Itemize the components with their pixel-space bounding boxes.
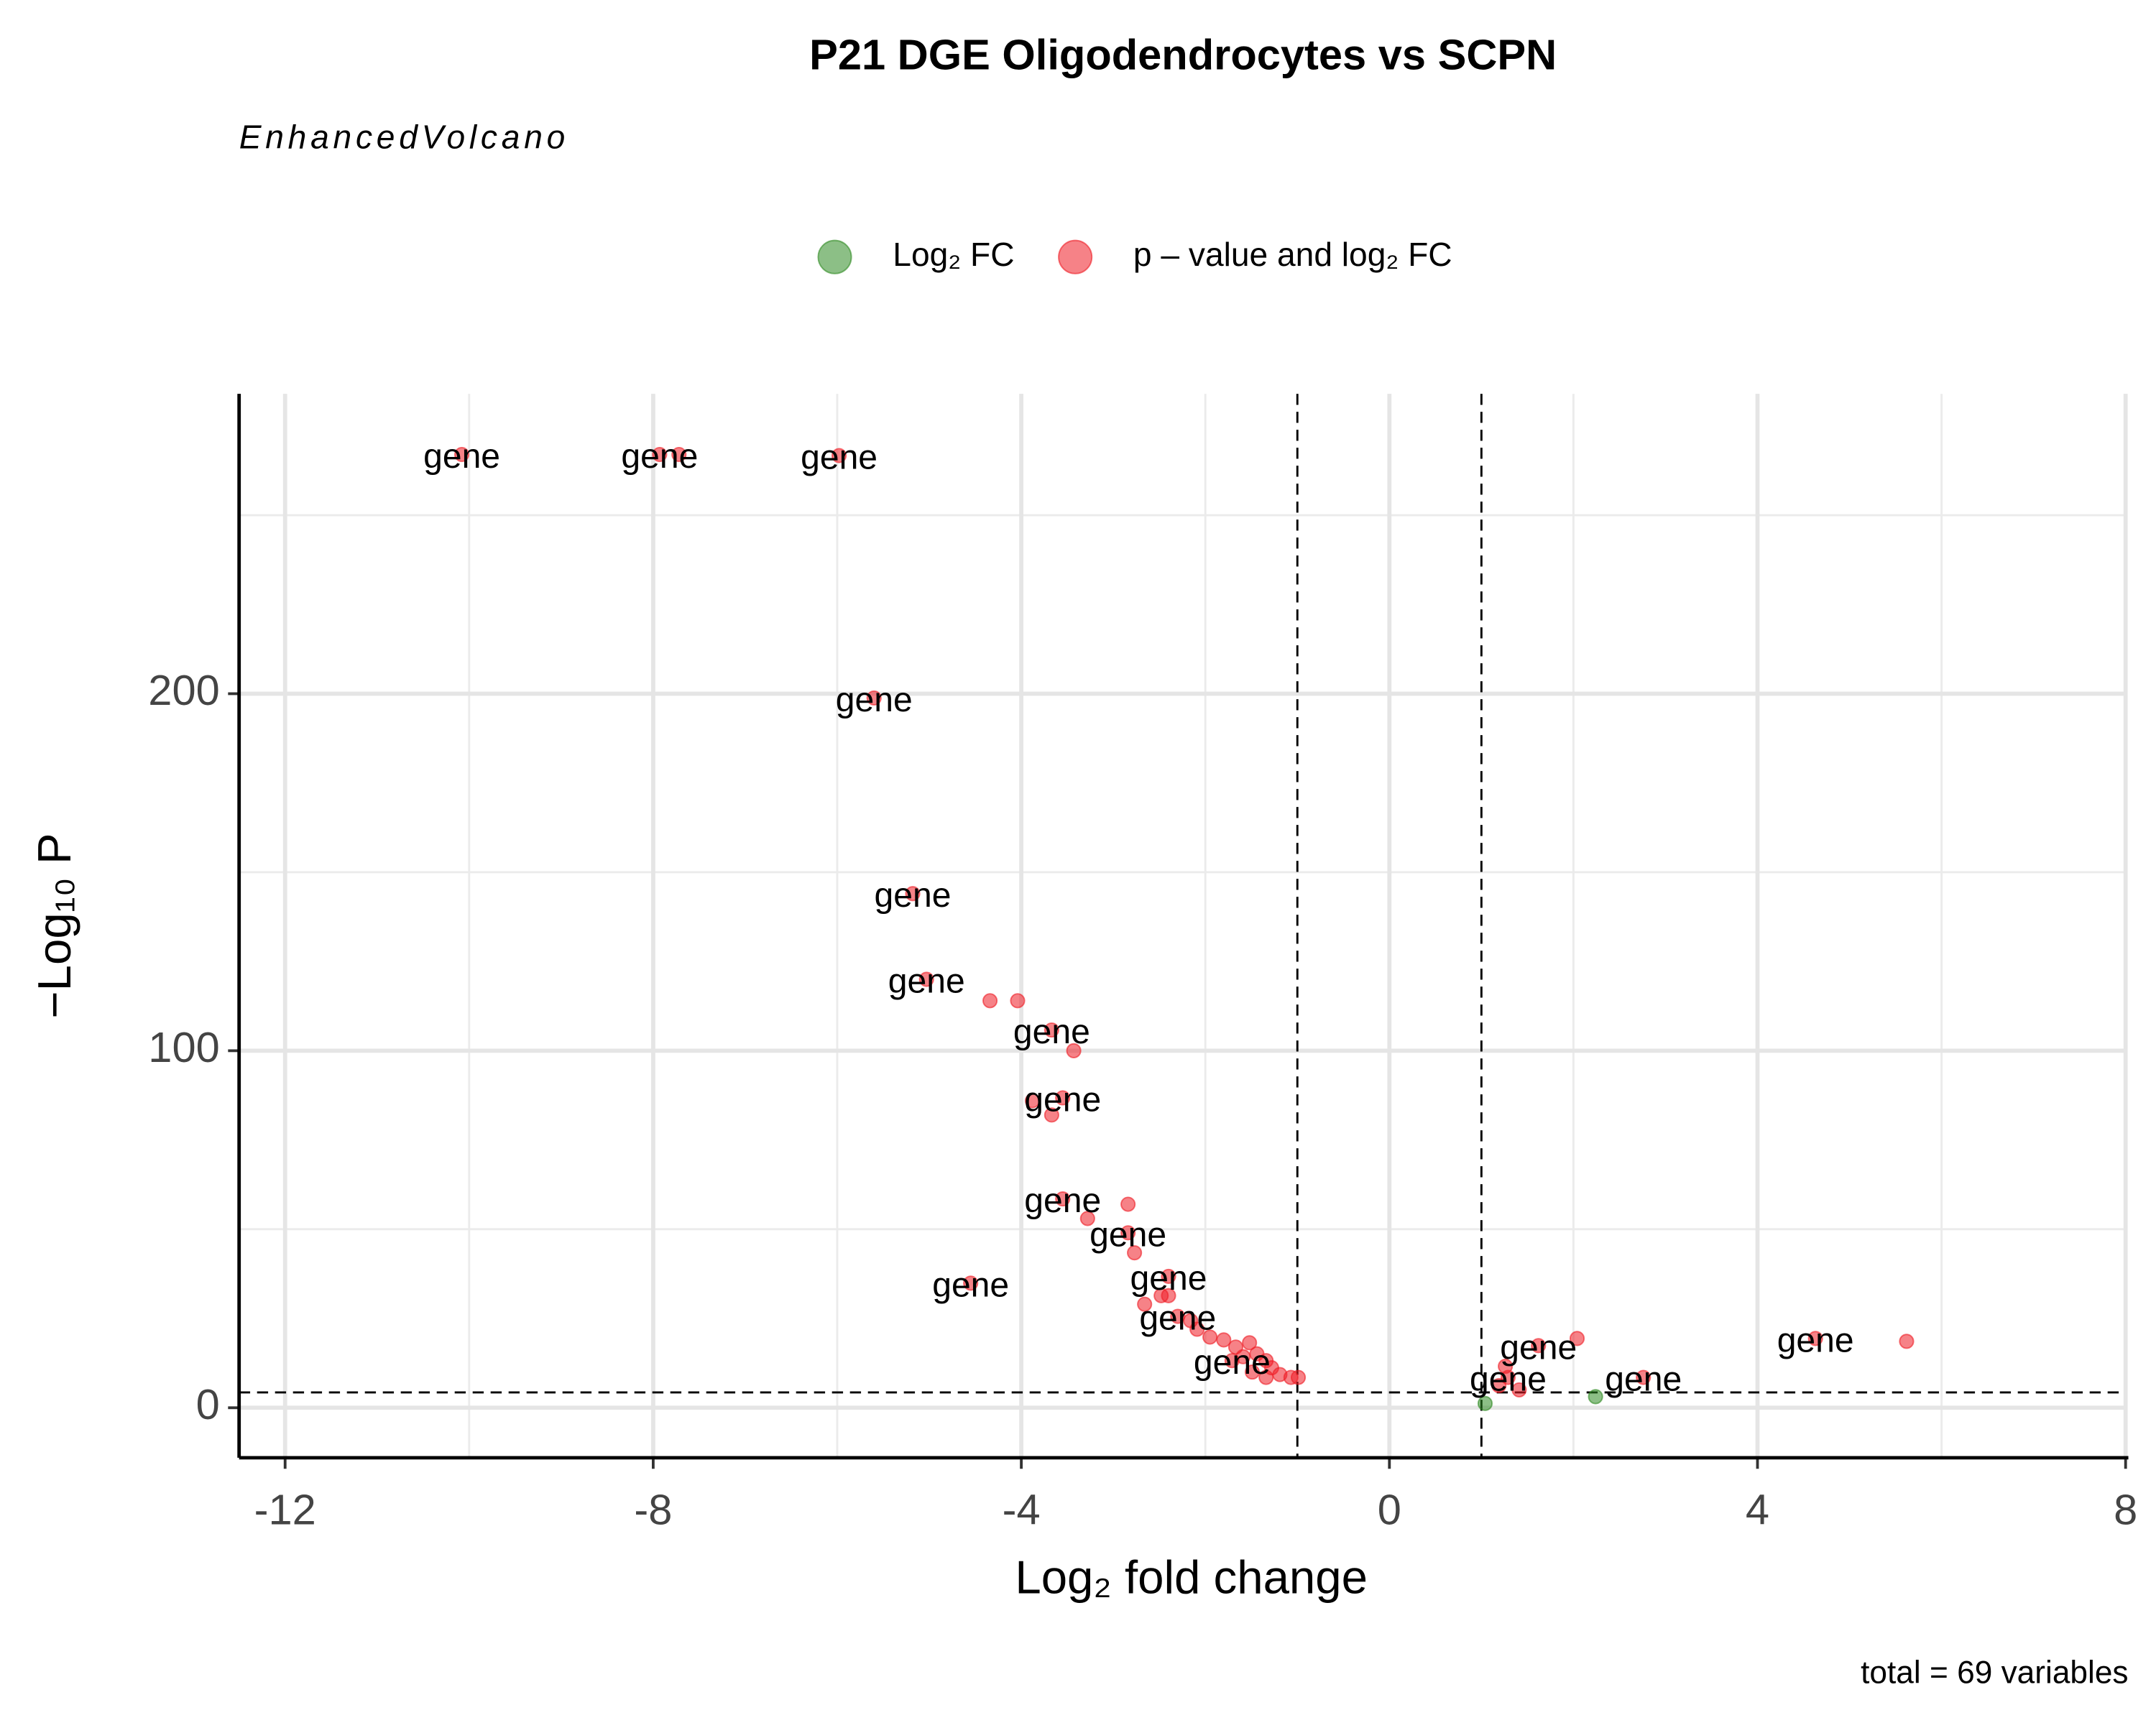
point [1189, 1321, 1205, 1337]
x-tick-label: 4 [1746, 1486, 1769, 1534]
point-label: gene [1024, 1181, 1101, 1220]
point [963, 1275, 979, 1291]
point-label: gene [1013, 1012, 1090, 1051]
point-label: gene [1089, 1215, 1166, 1254]
point-label: gene [932, 1265, 1009, 1304]
point [866, 690, 882, 706]
point-label: gene [801, 438, 877, 477]
point [1079, 1211, 1095, 1226]
point [1242, 1335, 1258, 1351]
point-label: gene [1777, 1321, 1854, 1359]
point-label: gene [1194, 1343, 1271, 1382]
point [1120, 1225, 1136, 1241]
point [671, 446, 687, 463]
point [1055, 1191, 1071, 1207]
legend-label: p – value and log₂ FC [1133, 236, 1452, 273]
legend-swatch [1058, 239, 1093, 274]
point [831, 448, 847, 463]
point [1531, 1338, 1547, 1354]
point [1066, 1043, 1082, 1058]
point-label: gene [836, 680, 913, 719]
y-tick-label: 0 [196, 1380, 220, 1428]
point [1120, 1196, 1136, 1212]
point [1899, 1334, 1915, 1349]
point-label: gene [1130, 1259, 1207, 1298]
x-tick-label: 0 [1378, 1486, 1401, 1534]
point [1024, 1093, 1041, 1109]
point [1290, 1369, 1307, 1385]
point-label: gene [1605, 1360, 1682, 1399]
y-tick-label: 100 [148, 1023, 219, 1071]
point [1636, 1369, 1651, 1385]
point-label: gene [1139, 1299, 1216, 1338]
point [1127, 1245, 1143, 1261]
caption: total = 69 variables [1861, 1655, 2128, 1690]
point-label: gene [875, 876, 952, 915]
point [1807, 1331, 1823, 1346]
legend-label: Log₂ FC [893, 236, 1014, 273]
legend-swatch [817, 239, 852, 274]
point [453, 446, 470, 463]
x-axis-label: Log₂ fold change [1015, 1551, 1368, 1603]
point [1161, 1268, 1176, 1284]
point [1137, 1296, 1153, 1312]
point [1477, 1395, 1493, 1411]
x-tick-label: -8 [634, 1486, 672, 1534]
point [1055, 1090, 1071, 1106]
point [905, 886, 921, 902]
chart-title: P21 DGE Oligodendrocytes vs SCPN [809, 31, 1557, 79]
y-axis-label: −Log₁₀ P [28, 833, 80, 1018]
point [918, 971, 934, 987]
point-label: gene [888, 961, 965, 1000]
point-label: gene [423, 437, 500, 476]
point [1044, 1022, 1059, 1038]
point [1491, 1377, 1507, 1394]
x-tick-label: -4 [1003, 1486, 1041, 1534]
point [1216, 1332, 1232, 1348]
point [1511, 1382, 1527, 1398]
chart-subtitle: EnhancedVolcano [239, 118, 569, 155]
point [1588, 1389, 1603, 1405]
point [1044, 1107, 1059, 1123]
x-tick-label: 8 [2114, 1486, 2137, 1534]
point [1244, 1364, 1261, 1380]
point [1153, 1288, 1169, 1303]
point [1258, 1369, 1274, 1385]
point-label: gene [1500, 1328, 1577, 1367]
y-tick-label: 200 [148, 666, 219, 714]
point-label: gene [621, 437, 698, 476]
x-tick-label: -12 [254, 1486, 316, 1534]
point-label: gene [1470, 1360, 1547, 1399]
point [982, 993, 998, 1009]
point [1010, 993, 1026, 1009]
point-label: gene [1024, 1080, 1101, 1119]
point [652, 446, 668, 463]
point [1569, 1331, 1585, 1346]
